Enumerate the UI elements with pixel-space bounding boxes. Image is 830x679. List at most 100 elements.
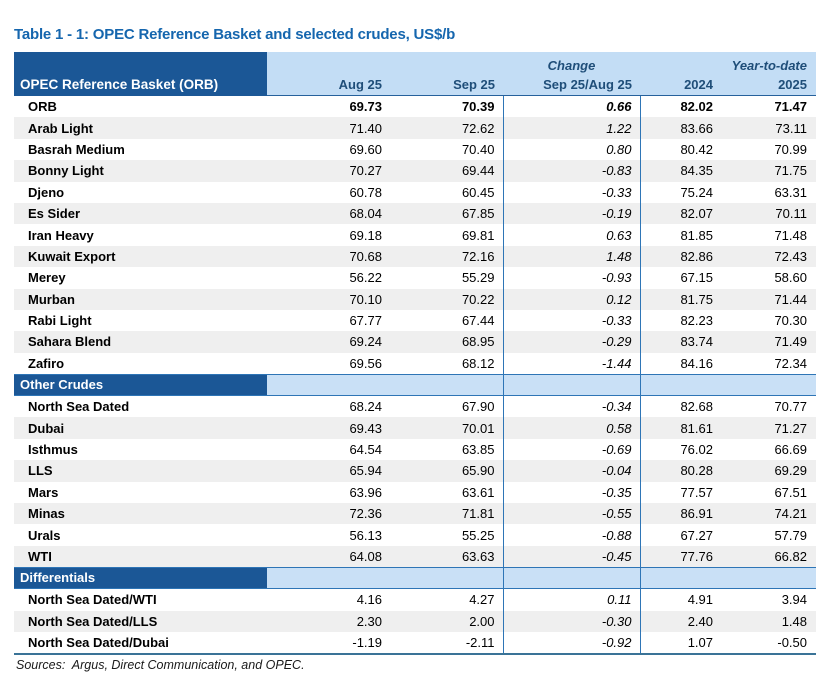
crude-name: North Sea Dated/WTI — [28, 592, 157, 608]
value-cell: 2.30 — [267, 610, 390, 632]
table-row: Minas 72.36 71.81 -0.55 86.91 74.21 — [14, 503, 816, 525]
value-cell: 58.60 — [774, 270, 807, 286]
value-cell: -0.92 — [503, 631, 641, 655]
crude-name: Zafiro — [28, 355, 65, 371]
table-row: Rabi Light 67.77 67.44 -0.33 82.23 70.30 — [14, 309, 816, 332]
value-cell: 70.30 — [774, 313, 807, 329]
crude-name: Rabi Light — [28, 313, 92, 329]
value-cell: 65.90 — [390, 460, 504, 482]
crude-name: North Sea Dated/Dubai — [28, 635, 169, 651]
crude-name: ORB — [28, 98, 57, 114]
value-cell: 80.28 — [640, 460, 722, 482]
section-title: Differentials — [14, 567, 267, 590]
value-cell: 57.79 — [774, 527, 807, 543]
crude-name: Minas — [14, 503, 267, 525]
value-cell: 68.95 — [390, 331, 504, 353]
value-cell: 71.40 — [267, 117, 390, 139]
value-cell: -0.69 — [503, 438, 641, 461]
crude-name: Iran Heavy — [28, 227, 94, 243]
crude-name: Dubai — [14, 417, 267, 439]
table-body: ORB 69.73 70.39 0.66 82.02 71.47 Arab Light 71.… — [14, 95, 816, 655]
value-cell: 69.29 — [722, 460, 816, 482]
crude-name: Sahara Blend — [14, 331, 267, 353]
value-cell: 84.35 — [640, 160, 722, 182]
value-cell: 71.48 — [774, 227, 807, 243]
value-cell: -0.30 — [503, 610, 641, 632]
table-row: Isthmus 64.54 63.85 -0.69 76.02 66.69 — [14, 438, 816, 461]
value-cell: -0.50 — [777, 635, 807, 651]
value-cell: 2.00 — [390, 610, 504, 632]
table-row: Murban 70.10 70.22 0.12 81.75 71.44 — [14, 288, 816, 310]
value-cell: 70.68 — [267, 245, 390, 268]
value-cell: 70.99 — [774, 141, 807, 157]
ytd-group-header: Year-to-date — [640, 52, 816, 74]
value-cell: -0.88 — [503, 524, 641, 546]
table-row: North Sea Dated/WTI 4.16 4.27 0.11 4.91 3.94 — [14, 588, 816, 611]
value-cell: -0.33 — [503, 309, 641, 332]
value-cell: -2.11 — [390, 631, 504, 655]
section-band-cell — [722, 567, 816, 590]
crude-name: North Sea Dated/LLS — [14, 610, 267, 632]
crude-name: Basrah Medium — [28, 141, 125, 157]
crude-name: Urals — [28, 527, 61, 543]
section-band-cell — [267, 374, 390, 397]
value-cell: -0.45 — [503, 545, 641, 568]
value-cell: 71.49 — [722, 331, 816, 353]
crude-name: Murban — [14, 288, 267, 310]
group-header-row: OPEC Reference Basket (ORB) Change Year-… — [14, 52, 816, 96]
table-row: Kuwait Export 70.68 72.16 1.48 82.86 72.43 — [14, 245, 816, 268]
value-cell: -1.19 — [352, 635, 382, 651]
value-cell: 77.57 — [680, 484, 713, 500]
table-row: Iran Heavy 69.18 69.81 0.63 81.85 71.48 — [14, 224, 816, 246]
crude-name: Merey — [28, 270, 66, 286]
value-cell: 66.69 — [774, 442, 807, 458]
col-header-change: Sep 25/Aug 25 — [503, 74, 640, 96]
value-cell: 71.75 — [722, 160, 816, 182]
value-cell: 65.94 — [267, 460, 390, 482]
value-cell: 0.63 — [503, 224, 641, 246]
value-cell: 60.45 — [390, 181, 504, 203]
value-cell: 71.44 — [722, 288, 816, 310]
value-cell: 70.10 — [267, 288, 390, 310]
value-cell: 84.16 — [680, 355, 713, 371]
value-cell: 0.11 — [503, 588, 641, 611]
table-row: LLS 65.94 65.90 -0.04 80.28 69.29 — [14, 460, 816, 482]
value-cell: -0.19 — [503, 202, 641, 225]
value-cell: 56.13 — [349, 527, 382, 543]
value-cell: -0.34 — [503, 395, 641, 418]
value-cell: 82.68 — [680, 399, 713, 415]
section-band-cell — [640, 567, 722, 590]
value-cell: -0.35 — [503, 481, 641, 504]
table-row: ORB 69.73 70.39 0.66 82.02 71.47 — [14, 95, 816, 118]
value-cell: 80.42 — [680, 141, 713, 157]
crude-name: Djeno — [28, 184, 65, 200]
value-cell: 81.85 — [680, 227, 713, 243]
crude-name: Bonny Light — [14, 160, 267, 182]
table-row: North Sea Dated 68.24 67.90 -0.34 82.68 70.77 — [14, 395, 816, 418]
value-cell: 68.04 — [267, 202, 390, 225]
value-cell: 4.16 — [356, 592, 382, 608]
value-cell: 63.96 — [349, 484, 382, 500]
crude-name: Mars — [28, 484, 59, 500]
col-header-aug25: Aug 25 — [267, 74, 390, 96]
table-row: North Sea Dated/Dubai -1.19 -2.11 -0.92 1.07… — [14, 631, 816, 655]
value-cell: 67.85 — [390, 202, 504, 225]
value-cell: 69.43 — [267, 417, 390, 439]
value-cell: 70.11 — [722, 202, 816, 225]
value-cell: 69.24 — [267, 331, 390, 353]
section-band-cell — [722, 374, 816, 397]
value-cell: 4.91 — [687, 592, 713, 608]
column-header-row: Aug 25 Sep 25 Sep 25/Aug 25 2024 2025 — [14, 74, 816, 96]
value-cell: 63.63 — [390, 545, 504, 568]
section-band-cell — [503, 567, 641, 590]
table-row: Sahara Blend 69.24 68.95 -0.29 83.74 71.49 — [14, 331, 816, 353]
table-row: Es Sider 68.04 67.85 -0.19 82.07 70.11 — [14, 202, 816, 225]
header-spacer — [267, 52, 390, 74]
value-cell: 55.29 — [390, 267, 504, 289]
value-cell: 82.02 — [680, 99, 713, 115]
value-cell: -0.93 — [503, 267, 641, 289]
value-cell: -0.83 — [503, 160, 641, 182]
col-header-sep25: Sep 25 — [390, 74, 503, 96]
section-header-row: Other Crudes — [14, 374, 816, 397]
value-cell: 82.07 — [640, 202, 722, 225]
